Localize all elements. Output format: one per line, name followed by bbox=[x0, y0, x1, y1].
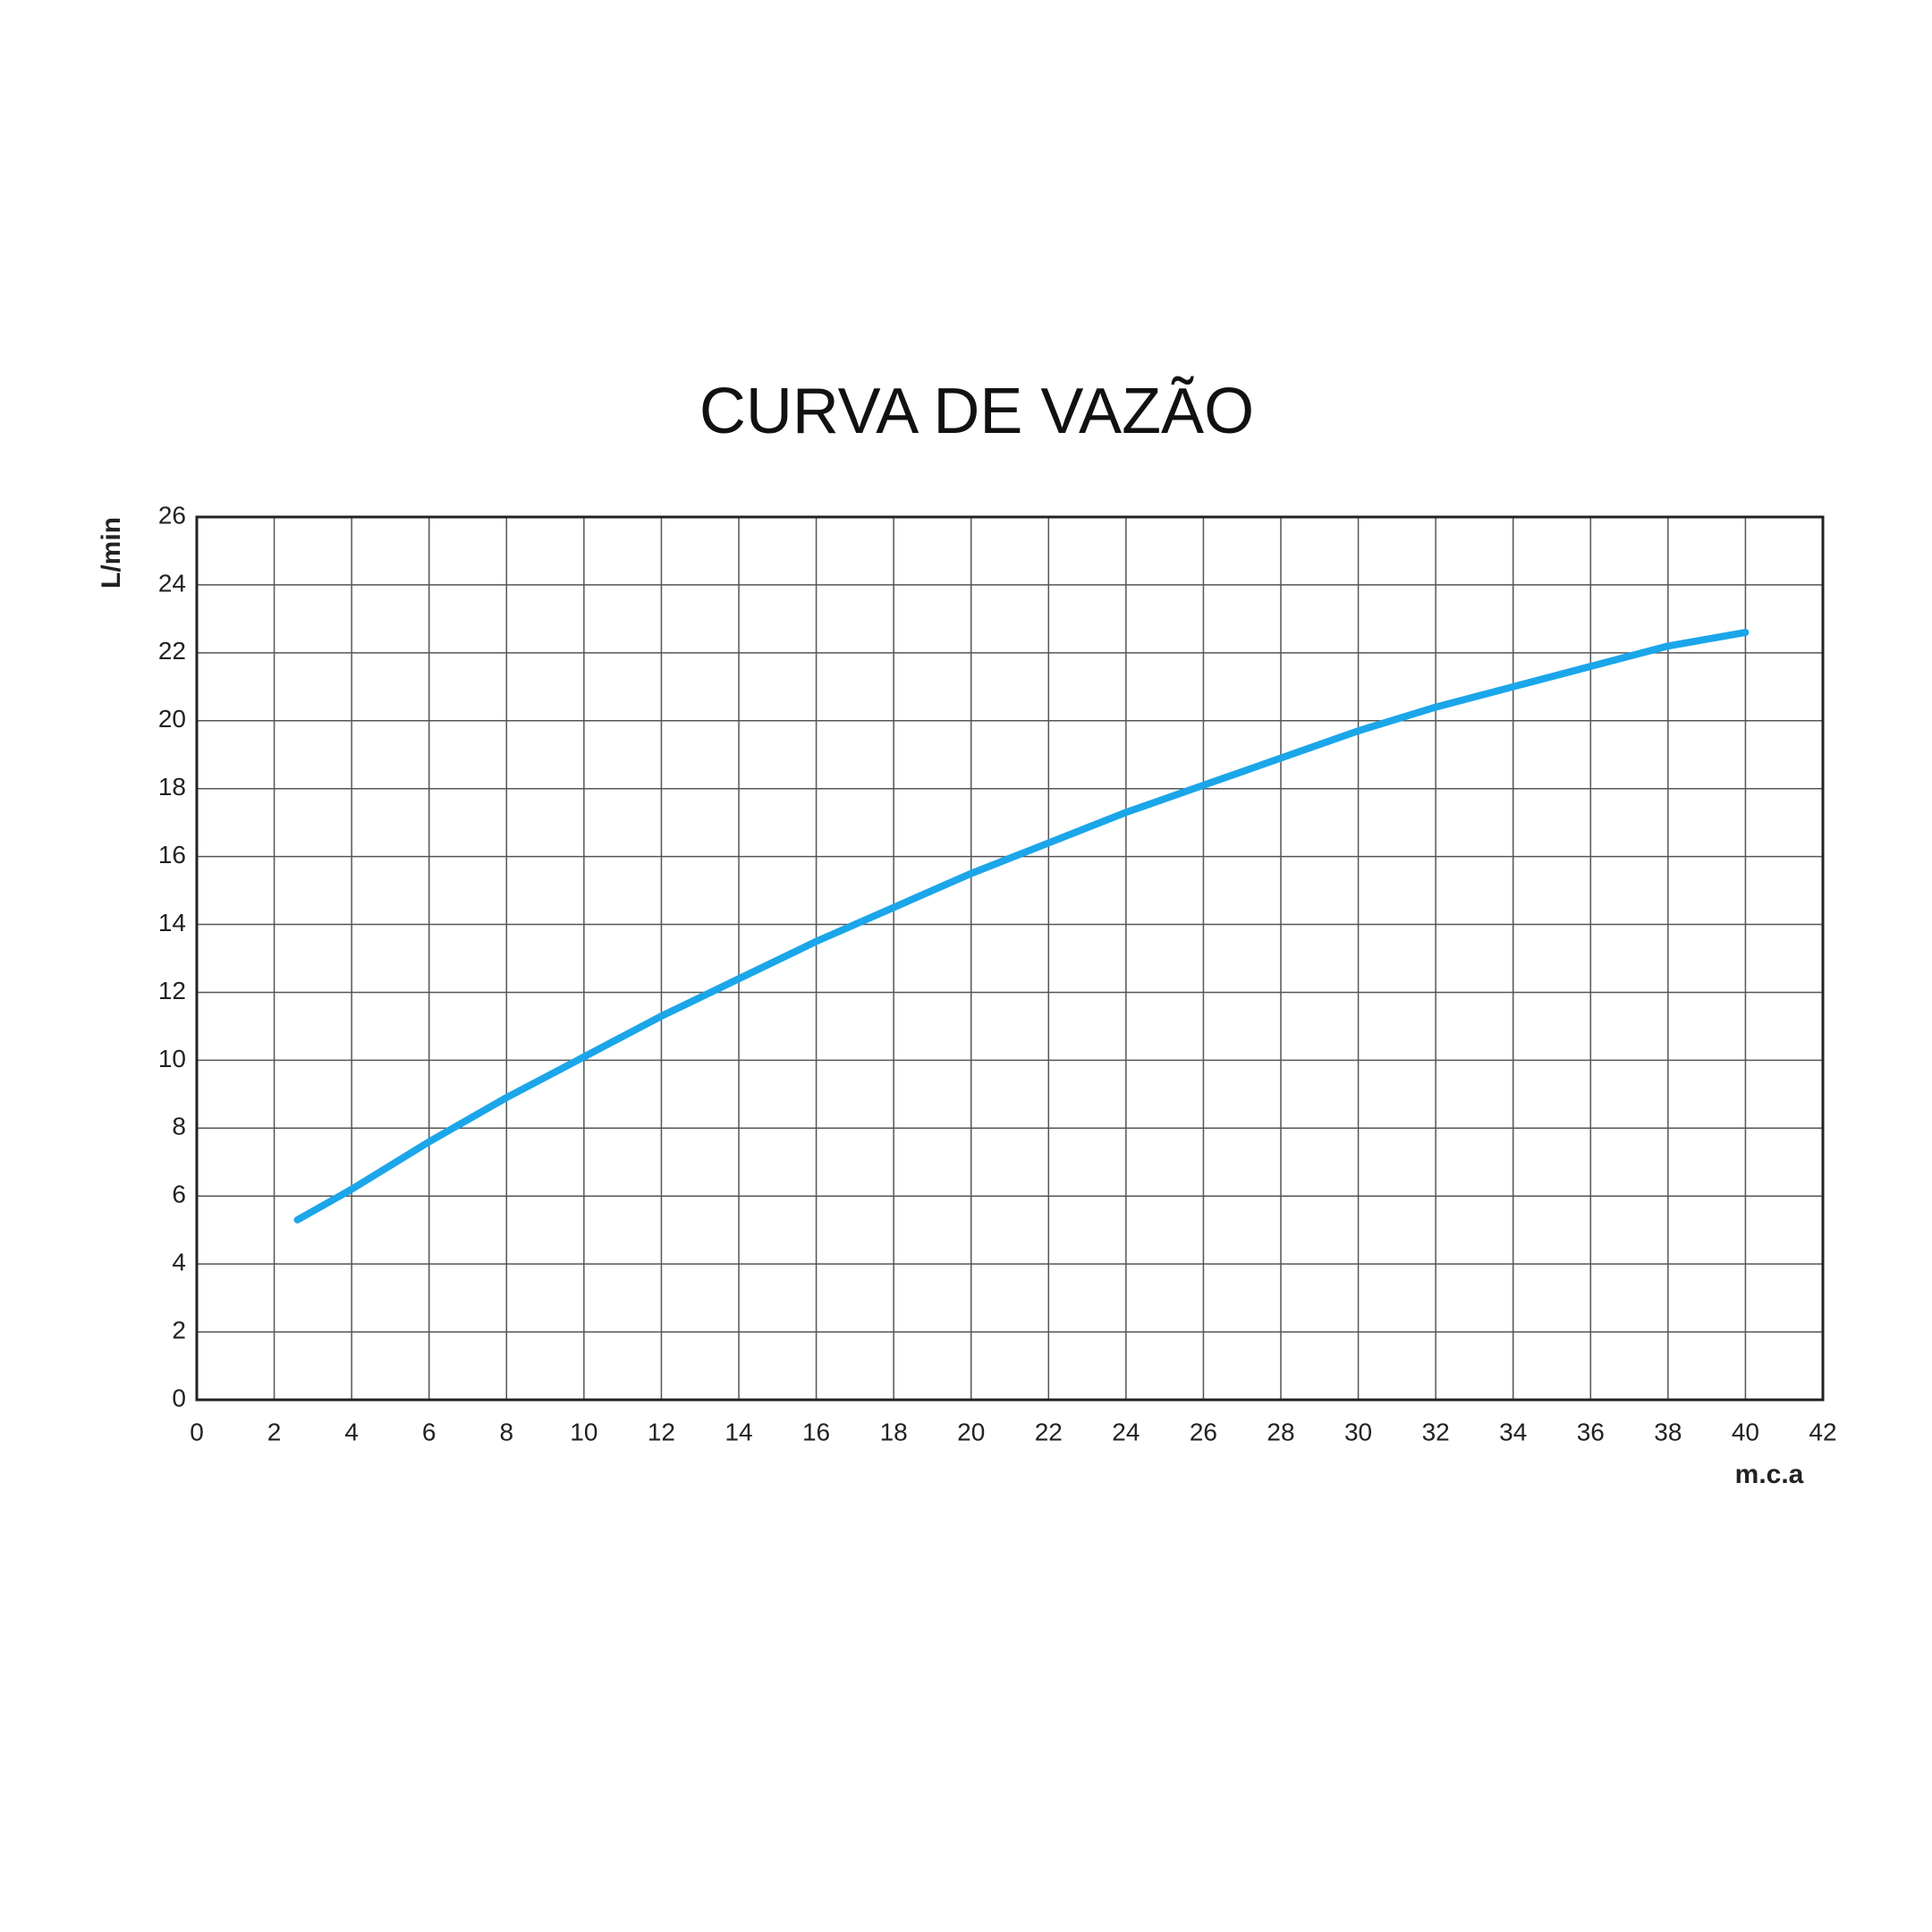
x-tick-label: 12 bbox=[648, 1418, 675, 1445]
x-tick-label: 26 bbox=[1190, 1418, 1217, 1445]
x-tick-label: 16 bbox=[802, 1418, 830, 1445]
x-tick-label: 14 bbox=[724, 1418, 752, 1445]
x-tick-label: 22 bbox=[1035, 1418, 1063, 1445]
x-axis-label: m.c.a bbox=[1735, 1460, 1804, 1489]
x-tick-label: 8 bbox=[499, 1418, 513, 1445]
y-tick-label: 14 bbox=[158, 909, 186, 936]
y-tick-label: 10 bbox=[158, 1045, 186, 1072]
x-tick-label: 0 bbox=[190, 1418, 204, 1445]
y-tick-label: 12 bbox=[158, 977, 186, 1004]
x-tick-label: 2 bbox=[267, 1418, 282, 1445]
x-tick-label: 36 bbox=[1577, 1418, 1605, 1445]
x-tick-label: 20 bbox=[957, 1418, 985, 1445]
x-tick-label: 30 bbox=[1344, 1418, 1372, 1445]
line-series bbox=[293, 629, 1750, 1224]
plot-frame bbox=[195, 515, 1825, 1402]
y-tick-label: 24 bbox=[158, 569, 186, 597]
chart-title: CURVA DE VAZÃO bbox=[699, 376, 1254, 447]
y-tick-label: 18 bbox=[158, 773, 186, 801]
x-tick-label: 38 bbox=[1654, 1418, 1682, 1445]
x-tick-label: 28 bbox=[1267, 1418, 1294, 1445]
y-tick-label: 20 bbox=[158, 705, 186, 733]
y-tick-label: 26 bbox=[158, 501, 186, 529]
x-tick-label: 4 bbox=[344, 1418, 359, 1445]
y-tick-label: 6 bbox=[172, 1181, 186, 1208]
y-tick-label: 2 bbox=[172, 1316, 186, 1343]
y-axis-label: L/min bbox=[97, 517, 126, 589]
x-tick-label: 40 bbox=[1732, 1418, 1759, 1445]
x-tick-label: 24 bbox=[1112, 1418, 1140, 1445]
x-tick-label: 6 bbox=[422, 1418, 436, 1445]
y-tick-label: 22 bbox=[158, 637, 186, 665]
x-tick-label: 32 bbox=[1422, 1418, 1450, 1445]
y-tick-label: 16 bbox=[158, 841, 186, 869]
y-tick-label: 8 bbox=[172, 1113, 186, 1140]
x-tick-label: 18 bbox=[880, 1418, 908, 1445]
x-tick-label: 34 bbox=[1499, 1418, 1527, 1445]
x-tick-label: 42 bbox=[1809, 1418, 1836, 1445]
y-tick-label: 0 bbox=[172, 1384, 186, 1411]
y-tick-label: 4 bbox=[172, 1249, 186, 1276]
x-tick-label: 10 bbox=[570, 1418, 597, 1445]
